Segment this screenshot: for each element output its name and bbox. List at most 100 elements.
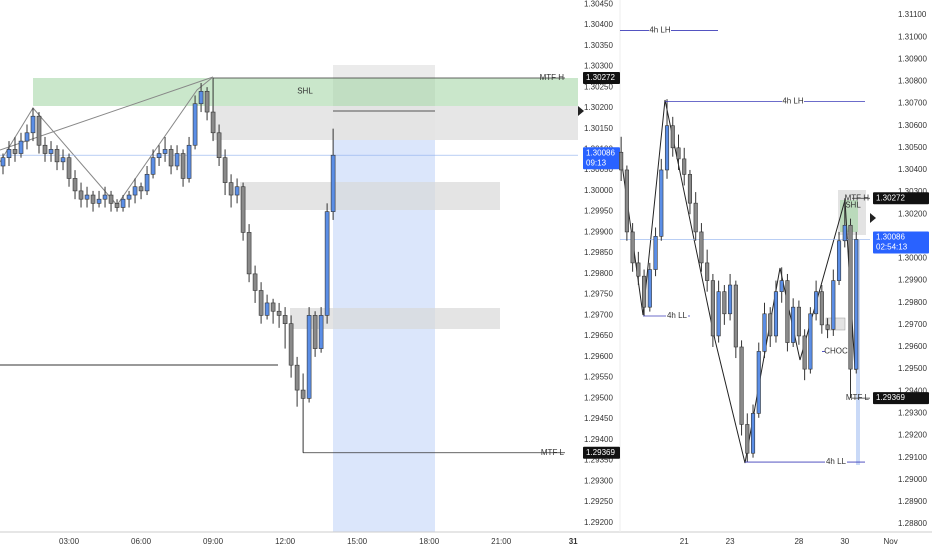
candle-body [168,149,174,167]
candle-body [647,269,652,308]
y-tick-label: 1.29850 [584,248,613,257]
countdown: 02:54:13 [876,243,908,252]
candle-body [198,90,204,105]
y-tick-label: 1.30700 [898,99,927,108]
candle-body [36,115,42,146]
y-tick-label: 1.29700 [584,310,613,319]
candle-body [270,302,276,312]
candle-body [636,262,641,277]
level-label: 4h LH [782,96,804,105]
candle-body [750,413,756,454]
candle-body [186,144,192,179]
candle-body [126,194,132,200]
candle-body [276,310,282,316]
price-tag-label: 1.30272 [876,193,905,202]
candle-body [60,157,66,163]
candle-body [710,280,715,337]
candle-body [756,351,761,414]
arrow [870,213,876,223]
candle-body [300,389,306,399]
x-tick-label: 21:00 [491,537,512,546]
candle-body [282,315,288,324]
candle-body [84,194,90,200]
y-tick-label: 1.29800 [898,298,927,307]
trend-line [0,76,214,151]
y-tick-label: 1.29650 [584,331,613,340]
y-tick-label: 1.30000 [898,254,927,263]
level-label: MTF L [541,448,565,457]
candle-body [819,291,824,326]
y-tick-label: 1.30350 [584,41,613,50]
candle-body [66,157,72,179]
y-tick-label: 1.31000 [898,32,927,41]
level-label: MTF L [846,393,870,402]
candle-body [210,111,216,134]
candle-body [138,186,144,192]
candle-body [705,262,710,281]
y-tick-label: 1.29950 [584,207,613,216]
candle-body [808,313,813,370]
candle-body [745,424,750,454]
y-tick-label: 1.30300 [898,187,927,196]
y-tick-label: 1.30400 [584,20,613,29]
candle-body [216,132,222,158]
x-tick-label: 15:00 [347,537,368,546]
y-tick-label: 1.30500 [898,143,927,152]
candle-body [682,158,687,175]
y-tick-label: 1.29350 [584,456,613,465]
y-tick-label: 1.29500 [898,364,927,373]
zone [212,106,578,140]
candle-body [150,157,156,175]
candle-body [653,236,658,270]
x-tick-label: 03:00 [59,537,80,546]
candle-body [825,324,830,330]
candle-body [228,182,234,196]
candle-body [693,202,698,233]
candle-body [791,306,796,343]
candle-body [144,173,150,192]
y-tick-label: 1.30200 [898,209,927,218]
current-price: 1.30086 [876,233,905,242]
shl-zone [33,78,578,106]
x-tick-label: Nov [884,537,898,546]
x-tick-label: 21 [680,537,689,546]
y-tick-label: 1.29600 [584,352,613,361]
y-tick-label: 1.29500 [584,393,613,402]
price-tag [583,446,620,459]
candle-body [312,315,318,349]
candle-body [162,149,168,154]
label-bg [825,458,847,467]
candle-body [192,103,198,146]
candle-body [12,149,18,154]
y-tick-label: 1.29400 [898,386,927,395]
candle-body [739,346,744,425]
candle-body [246,232,252,275]
candle-body [619,151,624,171]
candle-body [664,125,670,171]
y-tick-label: 1.30450 [584,0,613,8]
candle-body [108,194,114,204]
candle-body [204,90,210,113]
y-tick-label: 1.29200 [898,431,927,440]
zigzag [619,99,856,464]
candle-body [90,194,96,204]
x-tick-label: 30 [840,537,849,546]
candle-body [72,178,78,192]
y-tick-label: 1.29900 [584,227,613,236]
level-label: CHOC [824,347,848,356]
price-tag-label: 1.29369 [586,448,615,457]
candle-body [796,306,801,337]
y-tick-label: 1.29550 [584,373,613,382]
candle-body [318,315,324,349]
price-tag [873,192,929,205]
y-tick-label: 1.29200 [584,518,613,527]
candle-body [854,239,859,370]
candle-body [802,335,807,370]
candle-body [240,186,246,233]
candle-body [264,302,270,316]
candle-body [831,280,836,330]
candle-body [676,147,681,160]
current-price-tag [873,231,929,254]
candle-body [728,284,733,315]
